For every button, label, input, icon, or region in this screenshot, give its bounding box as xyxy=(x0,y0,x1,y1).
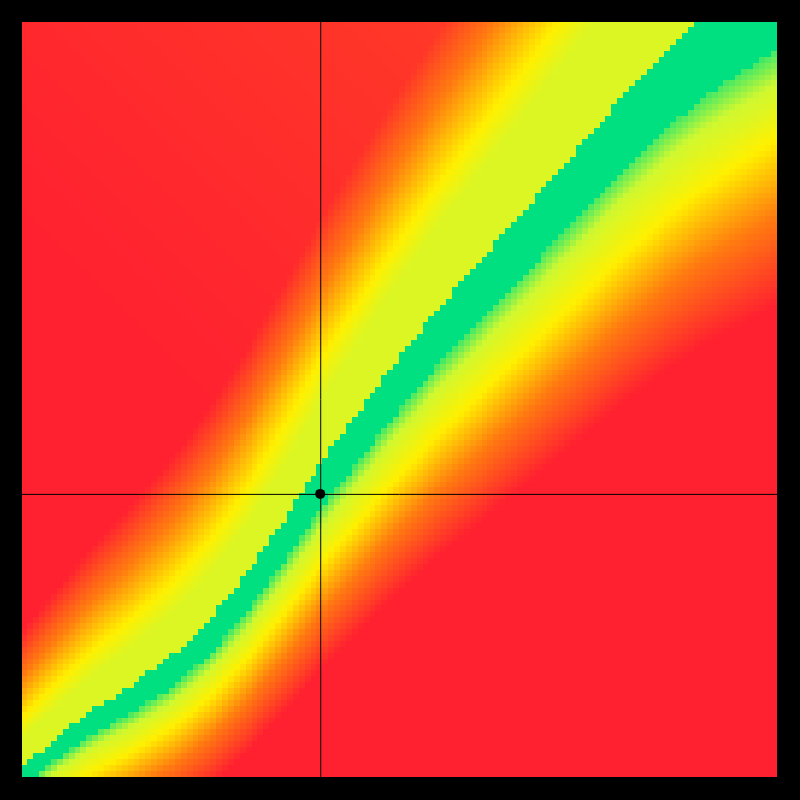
bottleneck-heatmap-container: TheBottleneck.com xyxy=(0,0,800,800)
heatmap-canvas xyxy=(22,22,777,777)
attribution-text: TheBottleneck.com xyxy=(614,0,794,24)
